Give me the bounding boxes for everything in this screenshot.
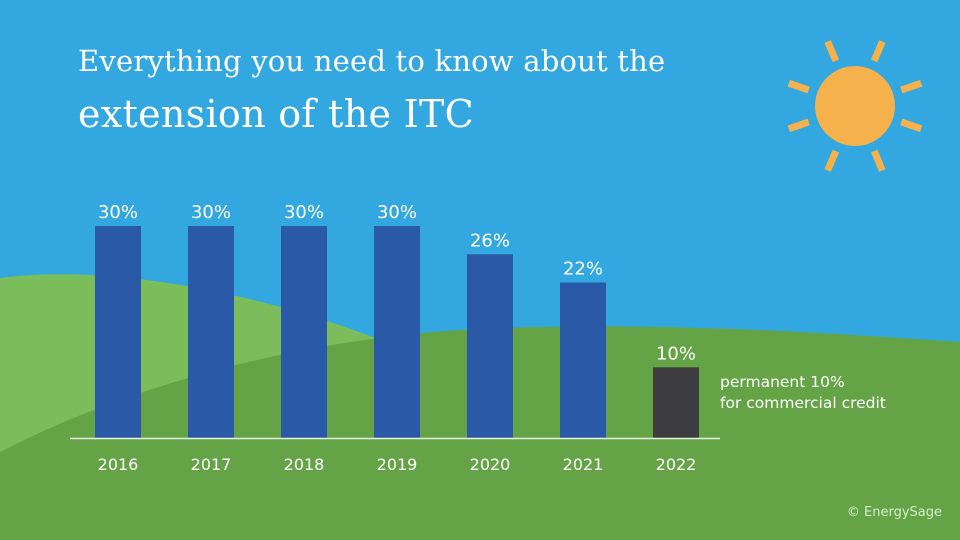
- bar-2017: [188, 226, 234, 438]
- tick-label-2016: 2016: [98, 455, 139, 474]
- sun-ray: [787, 79, 810, 94]
- tick-label-2019: 2019: [377, 455, 418, 474]
- sun-icon: [787, 40, 923, 172]
- sun-rays: [787, 40, 923, 172]
- sun-disc: [815, 66, 895, 146]
- sun-ray: [824, 40, 840, 63]
- value-label-2017: 30%: [191, 202, 231, 223]
- tick-label-2020: 2020: [470, 455, 511, 474]
- value-label-2020: 26%: [470, 230, 510, 251]
- sun-ray: [870, 149, 886, 172]
- bar-2022: [653, 367, 699, 438]
- sun-ray: [824, 149, 840, 172]
- value-label-2018: 30%: [284, 202, 324, 223]
- credit-text: © EnergySage: [846, 505, 942, 520]
- bar-2020: [467, 254, 513, 438]
- value-label-2021: 22%: [563, 259, 603, 280]
- value-label-2019: 30%: [377, 202, 417, 223]
- sun-ray: [870, 40, 886, 63]
- title-line-1: Everything you need to know about the: [78, 44, 666, 78]
- bars: [95, 226, 699, 438]
- permanent-credit-note: permanent 10% for commercial credit: [720, 372, 886, 414]
- sun-ray: [900, 79, 923, 94]
- note-line-1: permanent 10%: [720, 373, 845, 391]
- tick-label-2022: 2022: [656, 455, 697, 474]
- value-label-2016: 30%: [98, 202, 138, 223]
- value-label-2022: 10%: [656, 343, 696, 364]
- bar-2016: [95, 226, 141, 438]
- sun-ray: [787, 118, 810, 133]
- note-line-2: for commercial credit: [720, 394, 886, 412]
- title-line-2: extension of the ITC: [78, 92, 475, 136]
- bar-2018: [281, 226, 327, 438]
- tick-label-2021: 2021: [563, 455, 604, 474]
- x-tick-labels: 2016 2017 2018 2019 2020 2021 2022: [98, 455, 697, 474]
- value-labels: 30% 30% 30% 30% 26% 22% 10%: [98, 202, 696, 364]
- bar-2021: [560, 282, 606, 438]
- bar-2019: [374, 226, 420, 438]
- tick-label-2018: 2018: [284, 455, 325, 474]
- sun-ray: [900, 118, 923, 133]
- tick-label-2017: 2017: [191, 455, 232, 474]
